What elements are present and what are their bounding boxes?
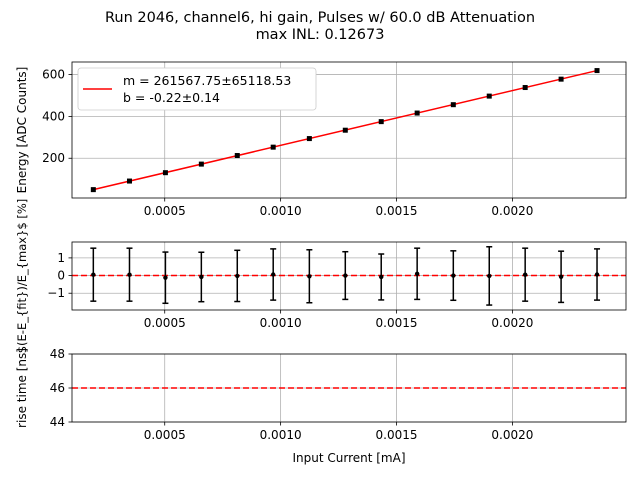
- y-axis-label: rise time [ns]: [15, 348, 29, 428]
- y-tick-label: 46: [50, 381, 65, 395]
- data-point: [343, 273, 348, 278]
- x-tick-label: 0.0015: [376, 316, 418, 330]
- data-point: [450, 102, 456, 108]
- data-point: [342, 127, 348, 133]
- data-point: [126, 178, 132, 184]
- data-point: [199, 274, 204, 280]
- y-tick-label: 1: [57, 251, 65, 265]
- data-point: [558, 76, 564, 82]
- axes-frame: [71, 241, 627, 311]
- axes-frame: [71, 353, 627, 423]
- x-tick-label: 0.0020: [491, 428, 533, 442]
- x-tick-label: 0.0020: [491, 316, 533, 330]
- data-point: [127, 272, 132, 277]
- data-point: [414, 110, 420, 116]
- legend-entry: b = -0.22±0.14: [123, 90, 220, 105]
- data-point: [198, 161, 204, 167]
- y-axis-label: $(E-E_{fit})/E_{max}$ [%]: [15, 199, 29, 354]
- x-axis-label: Input Current [mA]: [292, 451, 405, 465]
- data-point: [307, 274, 312, 279]
- x-tick-label: 0.0015: [376, 428, 418, 442]
- legend-entry: m = 261567.75±65118.53: [123, 73, 291, 88]
- data-point: [522, 272, 528, 277]
- data-point: [379, 274, 384, 280]
- x-tick-label: 0.0005: [144, 428, 186, 442]
- legend: m = 261567.75±65118.53 b = -0.22±0.14: [77, 67, 317, 111]
- y-tick-label: −1: [47, 286, 65, 300]
- y-tick-label: 200: [42, 151, 65, 165]
- data-point: [271, 272, 276, 277]
- inl-panel: 0.0005 0.0010 0.0015 0.0020 −1 0 1 $(E-E_{fit})…: [15, 199, 627, 354]
- data-point: [451, 273, 456, 278]
- x-tick-label: 0.0020: [491, 204, 533, 218]
- data-point: [594, 68, 600, 74]
- chart-title-line1: Run 2046, channel6, hi gain, Pulses w/ 6…: [105, 10, 535, 26]
- data-point: [594, 272, 600, 277]
- data-point: [163, 275, 168, 280]
- data-point: [558, 274, 564, 279]
- data-point: [306, 136, 312, 142]
- chart-title-line2: max INL: 0.12673: [256, 27, 385, 43]
- plot-panels: 0.0005 0.0010 0.0015 0.0020 200 400 600 Energy …: [15, 61, 627, 465]
- data-point: [91, 272, 96, 277]
- x-tick-label: 0.0010: [260, 428, 302, 442]
- legend-box: [77, 67, 317, 111]
- data-point: [234, 153, 240, 159]
- axes-frame: [71, 61, 627, 199]
- y-tick-label: 44: [50, 415, 65, 429]
- x-tick-label: 0.0015: [376, 204, 418, 218]
- y-tick-label: 0: [57, 269, 65, 283]
- y-tick-label: 48: [50, 347, 65, 361]
- x-tick-label: 0.0010: [260, 204, 302, 218]
- y-tick-label: 400: [42, 109, 65, 123]
- x-tick-label: 0.0010: [260, 316, 302, 330]
- y-axis-label: Energy [ADC Counts]: [15, 67, 29, 194]
- data-point: [414, 271, 420, 276]
- data-point: [378, 119, 384, 125]
- data-point: [270, 144, 276, 150]
- data-point: [90, 187, 96, 193]
- energy-panel: 0.0005 0.0010 0.0015 0.0020 200 400 600 Energy …: [15, 61, 627, 218]
- data-point: [487, 273, 492, 279]
- data-point: [486, 93, 492, 99]
- data-point: [162, 170, 168, 176]
- rise-panel: 0.0005 0.0010 0.0015 0.0020 44 46 48 rise time …: [15, 347, 627, 465]
- data-point: [522, 85, 528, 91]
- y-tick-label: 600: [42, 68, 65, 82]
- x-tick-label: 0.0005: [144, 316, 186, 330]
- data-point: [235, 273, 240, 279]
- x-tick-label: 0.0005: [144, 204, 186, 218]
